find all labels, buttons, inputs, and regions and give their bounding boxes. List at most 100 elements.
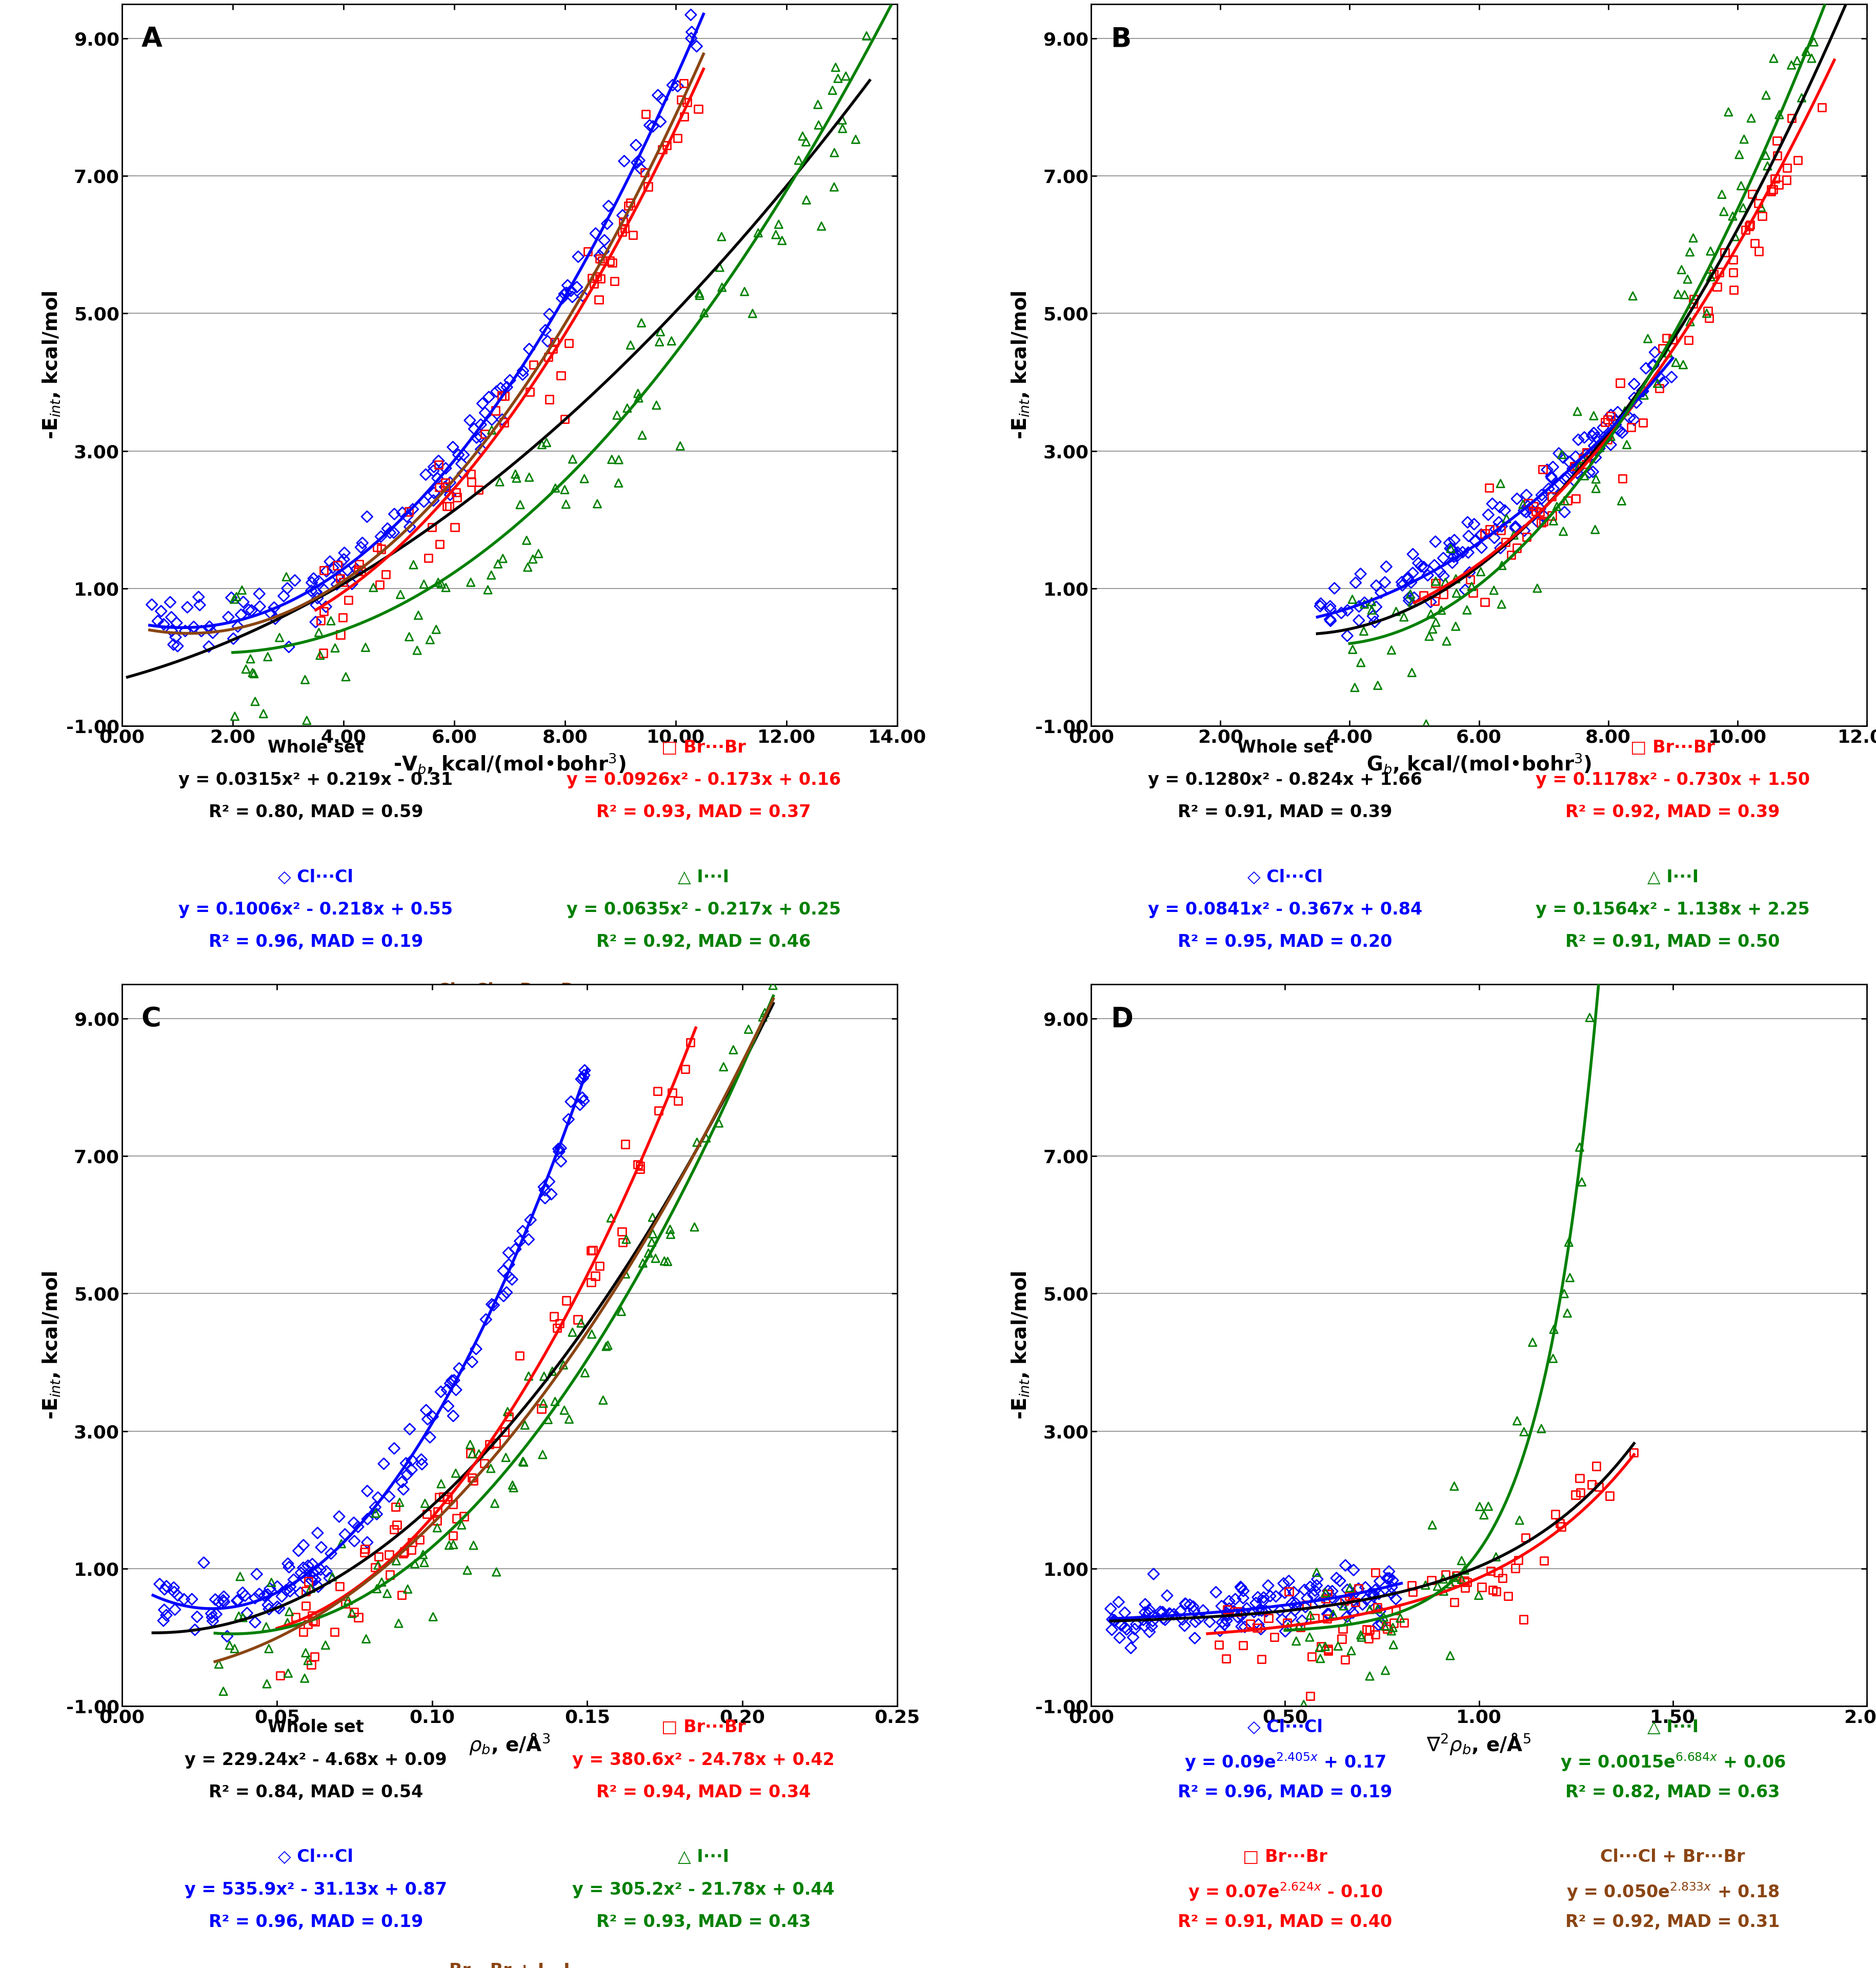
Point: [1351, 1614, 1381, 1645]
Point: [1315, 594, 1345, 626]
Point: [1435, 1568, 1465, 1600]
Point: [488, 1256, 518, 1287]
Point: [1441, 1567, 1471, 1598]
Point: [1351, 1584, 1381, 1616]
Point: [456, 1437, 486, 1468]
Point: [261, 602, 291, 634]
Point: [321, 632, 351, 663]
Point: [1486, 492, 1516, 523]
Point: [1747, 201, 1777, 232]
Point: [240, 1582, 270, 1614]
Point: [1349, 588, 1379, 620]
Point: [227, 1602, 257, 1633]
Point: [1281, 1588, 1311, 1620]
Point: [340, 1596, 370, 1628]
Point: [1435, 1639, 1465, 1671]
Point: [1343, 1572, 1373, 1604]
Point: [1581, 441, 1611, 472]
Point: [666, 431, 696, 462]
Point: [418, 451, 448, 482]
Point: [1328, 1614, 1358, 1645]
Point: [325, 618, 355, 649]
Point: [552, 277, 582, 309]
Point: [1371, 1563, 1401, 1594]
Point: [430, 470, 460, 502]
Point: [1369, 1602, 1399, 1633]
Point: [553, 327, 583, 358]
Point: [1467, 520, 1497, 551]
Point: [1728, 193, 1758, 224]
Point: [540, 1385, 570, 1417]
Point: [1261, 1580, 1291, 1612]
Point: [1446, 1545, 1476, 1576]
Point: [1536, 461, 1566, 492]
Point: [1486, 468, 1516, 500]
Point: [345, 531, 375, 563]
Point: [253, 1578, 283, 1610]
Point: [784, 144, 814, 175]
Point: [600, 266, 630, 297]
Point: [1621, 388, 1651, 419]
Point: [428, 1482, 458, 1513]
Point: [1148, 1596, 1178, 1628]
Text: R² = 0.84, MAD = 0.54: R² = 0.84, MAD = 0.54: [208, 1783, 422, 1801]
Point: [1657, 362, 1687, 394]
Point: [1135, 1598, 1165, 1630]
Point: [1356, 594, 1386, 626]
Point: [675, 0, 705, 31]
Point: [1589, 411, 1619, 443]
Point: [156, 586, 186, 618]
Point: [418, 1401, 448, 1433]
Point: [527, 429, 557, 461]
Point: [454, 405, 484, 437]
Text: y = 0.0015e$^{6.684x}$ + 0.06: y = 0.0015e$^{6.684x}$ + 0.06: [1561, 1752, 1786, 1773]
Point: [1643, 368, 1673, 400]
Point: [1596, 856, 1626, 888]
Point: [477, 415, 507, 447]
Point: [1679, 222, 1709, 254]
Point: [1508, 1604, 1538, 1635]
Point: [625, 1151, 655, 1183]
Point: [1760, 163, 1790, 195]
Point: [1469, 518, 1499, 549]
Point: [1578, 421, 1608, 453]
Point: [225, 1561, 255, 1592]
Point: [184, 581, 214, 612]
Point: [394, 622, 424, 653]
Point: [604, 445, 634, 476]
Point: [1311, 1604, 1341, 1635]
Point: [1792, 35, 1822, 67]
Point: [585, 240, 615, 272]
Point: [1302, 1557, 1332, 1588]
Point: [658, 69, 688, 100]
Point: [610, 213, 640, 244]
Point: [501, 459, 531, 490]
Point: [189, 1547, 219, 1578]
Point: [143, 606, 173, 638]
Point: [1452, 594, 1482, 626]
Point: [576, 1236, 606, 1267]
Point: [253, 1590, 283, 1622]
Point: [379, 518, 409, 549]
Point: [1750, 140, 1780, 171]
Point: [1773, 152, 1803, 183]
Point: [1735, 209, 1765, 240]
Point: [437, 1519, 467, 1551]
Point: [1362, 669, 1392, 701]
Point: [653, 1246, 683, 1277]
Point: [544, 1307, 574, 1338]
Point: [493, 1238, 523, 1269]
Point: [1476, 1555, 1506, 1586]
Point: [1591, 901, 1621, 933]
Point: [1480, 1541, 1510, 1572]
Point: [1306, 1631, 1336, 1663]
Point: [291, 663, 321, 695]
Point: [398, 1527, 428, 1559]
Point: [1467, 1570, 1497, 1602]
Point: [375, 1559, 405, 1590]
Point: [293, 705, 323, 736]
Point: [238, 657, 268, 689]
Point: [310, 575, 340, 606]
Point: [1302, 1563, 1332, 1594]
Point: [1118, 1622, 1148, 1653]
